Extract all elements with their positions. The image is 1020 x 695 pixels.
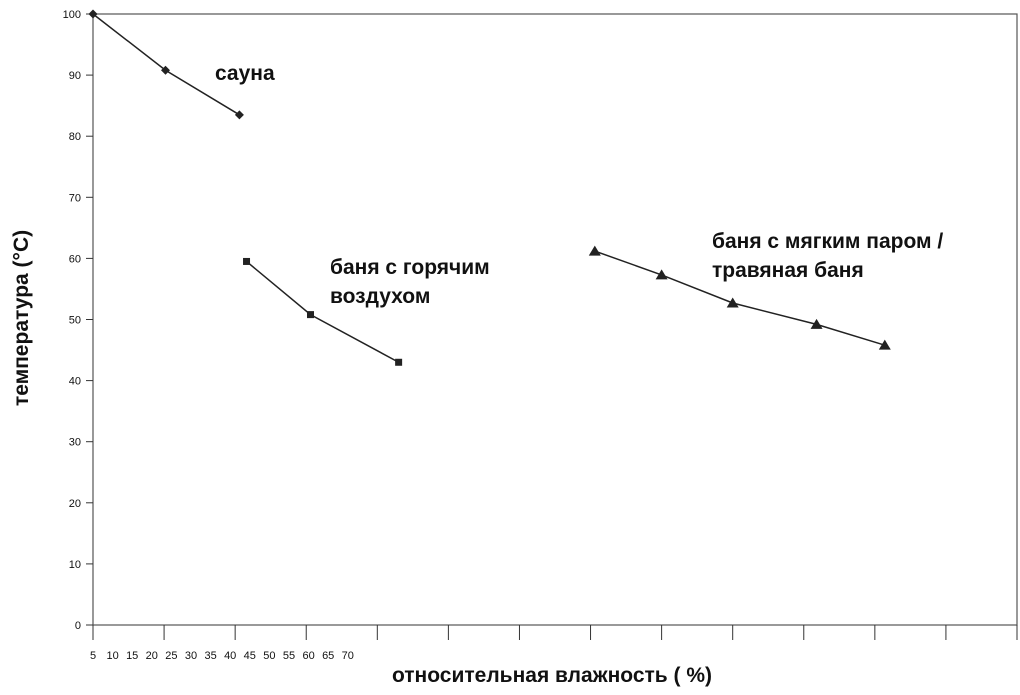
- x-tick-label: 50: [263, 650, 275, 662]
- x-tick-label: 10: [106, 650, 118, 662]
- x-tick-label: 70: [342, 650, 354, 662]
- x-tick-label: 60: [302, 650, 314, 662]
- plot-frame: [92, 13, 1018, 626]
- x-tick-label: 20: [146, 650, 158, 662]
- y-tick-label: 30: [69, 437, 81, 449]
- y-tick-label: 90: [69, 70, 81, 82]
- marker: [306, 311, 314, 319]
- y-tick-label: 20: [69, 498, 81, 510]
- series-annotation: воздухом: [330, 285, 430, 308]
- y-tick-label: 60: [69, 253, 81, 265]
- marker: [234, 110, 244, 120]
- series-annotation: баня с мягким паром /: [712, 230, 943, 253]
- x-tick-label: 65: [322, 650, 334, 662]
- marker: [88, 9, 98, 19]
- marker: [588, 245, 601, 256]
- y-tick-label: 70: [69, 192, 81, 204]
- x-tick-label: 45: [244, 650, 256, 662]
- marker: [810, 318, 823, 329]
- marker: [655, 269, 668, 280]
- y-tick-label: 50: [69, 315, 81, 327]
- marker: [395, 358, 403, 366]
- x-tick-label: 30: [185, 650, 197, 662]
- series-annotation: баня с горячим: [330, 256, 490, 279]
- x-tick-label: 5: [90, 650, 96, 662]
- x-tick-label: 35: [204, 650, 216, 662]
- x-axis-label: относительная влажность ( %): [392, 664, 712, 687]
- y-tick-label: 0: [75, 620, 81, 632]
- series-annotation: сауна: [215, 62, 275, 85]
- y-tick-label: 10: [69, 559, 81, 571]
- marker: [726, 297, 739, 308]
- y-tick-label: 40: [69, 376, 81, 388]
- x-tick-label: 40: [224, 650, 236, 662]
- marker: [243, 257, 251, 265]
- x-tick-label: 25: [165, 650, 177, 662]
- y-tick-label: 100: [63, 9, 81, 21]
- y-axis-label: температура (°C): [10, 230, 33, 406]
- x-tick-label: 55: [283, 650, 295, 662]
- series-annotation: травяная баня: [712, 259, 864, 282]
- y-tick-label: 80: [69, 131, 81, 143]
- marker: [878, 339, 891, 350]
- x-tick-label: 15: [126, 650, 138, 662]
- marker: [160, 65, 170, 75]
